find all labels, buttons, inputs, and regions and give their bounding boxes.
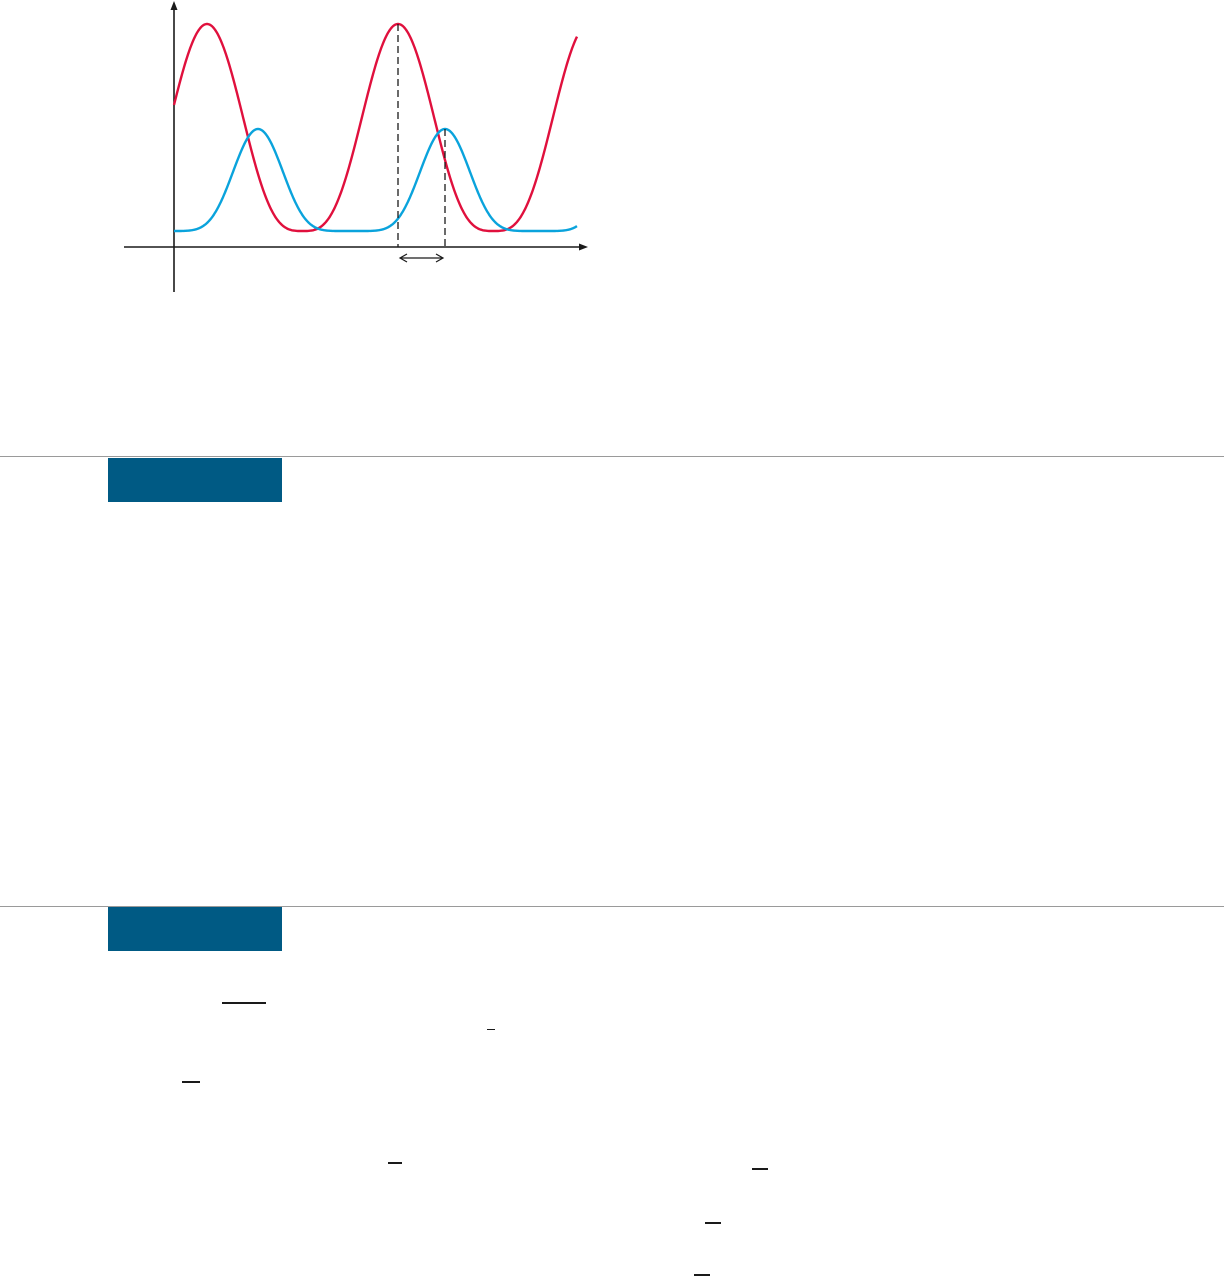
fraction-bar: [222, 1002, 266, 1004]
section-divider: [0, 456, 1224, 457]
section-divider: [0, 906, 1224, 907]
blue-wave-curve: [173, 127, 578, 233]
shift-arrow-left-head: [398, 253, 408, 263]
fraction-bar: [487, 1029, 495, 1030]
red-wave-curve: [172, 22, 579, 233]
y-axis-arrowhead: [170, 1, 178, 10]
shift-arrow-right-head: [435, 253, 445, 263]
fraction-bar: [694, 1274, 710, 1276]
fraction-bar: [182, 1081, 200, 1083]
fraction-bar: [388, 1162, 402, 1164]
section-header-tab: [108, 907, 282, 951]
x-axis-arrowhead: [579, 243, 588, 251]
fraction-bar: [705, 1222, 721, 1224]
wave-figure: [124, 1, 588, 292]
fraction-bar: [752, 1168, 768, 1170]
section-header-tab: [108, 458, 282, 502]
